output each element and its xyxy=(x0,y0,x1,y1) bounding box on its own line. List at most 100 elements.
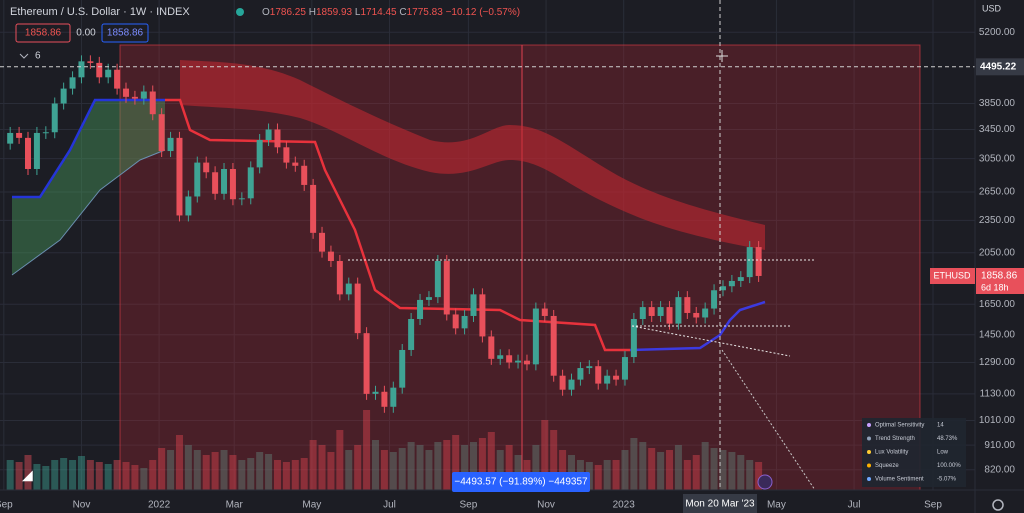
y-tick-label: 3850.00 xyxy=(979,98,1016,109)
settings-icon[interactable] xyxy=(992,499,1004,511)
volume-bar xyxy=(443,440,451,490)
last-price-tag xyxy=(976,268,1024,294)
volume-bar xyxy=(532,445,540,490)
candle-body xyxy=(327,251,334,262)
candle-body xyxy=(176,137,183,216)
x-tick-label: 2022 xyxy=(148,500,171,511)
info-label: Volume Sentiment xyxy=(875,477,924,483)
volume-bar xyxy=(469,442,477,490)
candle-body xyxy=(42,132,49,134)
candle-body xyxy=(506,355,513,363)
candle-body xyxy=(247,167,254,199)
volume-bar xyxy=(541,420,549,490)
x-tick-label: Nov xyxy=(537,500,555,511)
candle-body xyxy=(532,308,539,365)
ohlc-value: 1714.45 xyxy=(360,7,397,18)
candle-body xyxy=(399,349,406,388)
volume-bar xyxy=(6,460,14,490)
candle-body xyxy=(212,172,219,194)
trend-line-bull xyxy=(629,300,766,352)
candle-body xyxy=(452,314,459,329)
y-tick-label: 1650.00 xyxy=(979,299,1016,310)
candle-body xyxy=(292,162,299,166)
volume-bar xyxy=(639,442,647,490)
candle-body xyxy=(221,168,228,194)
volume-bar xyxy=(505,445,513,490)
candle-body xyxy=(523,360,530,365)
candle-body xyxy=(185,196,192,216)
volume-bar xyxy=(247,458,255,490)
candle-body xyxy=(274,129,281,148)
candle-body xyxy=(666,307,673,324)
y-tick-label: 1290.00 xyxy=(979,357,1016,368)
candle-body xyxy=(621,357,628,380)
trend-line-bull xyxy=(12,98,165,199)
y-tick-label: 3050.00 xyxy=(979,153,1016,164)
volume-bar xyxy=(354,445,362,490)
candle-body xyxy=(488,336,495,359)
volume-bar xyxy=(69,460,77,490)
candle-body xyxy=(345,283,352,295)
candle-body xyxy=(613,375,620,380)
candle-body xyxy=(256,140,263,168)
volume-bar xyxy=(220,450,228,490)
candle-body xyxy=(693,312,700,318)
volume-bar xyxy=(710,448,718,490)
candle-body xyxy=(51,103,58,133)
currency[interactable]: USD xyxy=(982,3,1002,13)
volume-bar xyxy=(648,448,656,490)
info-panel-bg xyxy=(862,418,966,487)
measure-area xyxy=(119,44,921,491)
candle-body xyxy=(96,62,103,78)
candle-body xyxy=(515,360,522,363)
candle-body xyxy=(7,132,14,144)
candle-body xyxy=(425,297,432,300)
candle-body xyxy=(568,379,575,390)
candle-body xyxy=(149,91,156,115)
volume-bar xyxy=(692,455,700,490)
ohlc: O1786.25 H1859.93 L1714.45 C1775.83 −10.… xyxy=(262,7,520,18)
candle-body xyxy=(131,96,138,99)
y-tick-label: 2350.00 xyxy=(979,215,1016,226)
ohlc-label: O xyxy=(262,7,270,18)
indicator-value: 1858.86 xyxy=(25,28,62,39)
candle-body xyxy=(87,61,94,63)
candle-body xyxy=(310,184,317,233)
candle-body xyxy=(470,294,477,316)
volume-bar xyxy=(345,450,353,490)
volume-bar xyxy=(122,462,130,490)
volume-bar xyxy=(380,450,388,490)
candle-body xyxy=(541,308,548,316)
volume-bar xyxy=(51,460,59,490)
volume-bar xyxy=(104,464,112,490)
replay-icon[interactable] xyxy=(757,474,773,490)
y-tick-label: 5200.00 xyxy=(979,27,1016,38)
candle-body xyxy=(559,375,566,390)
volume-bar xyxy=(657,452,665,490)
upper-band xyxy=(180,60,765,250)
candle-body xyxy=(16,132,23,138)
candle-body xyxy=(140,91,147,99)
candle-body xyxy=(381,391,388,407)
x-tick-label: Jul xyxy=(848,500,861,511)
indicator-box[interactable] xyxy=(15,23,71,43)
volume-bar xyxy=(202,455,210,490)
candle-body xyxy=(203,162,210,173)
volume-bar xyxy=(496,450,504,490)
candle-body xyxy=(229,168,236,200)
info-value: 100.00% xyxy=(937,463,961,469)
volume-bar xyxy=(158,448,166,490)
candle-body xyxy=(336,261,343,295)
indicator-box[interactable] xyxy=(101,23,149,43)
ohlc-label: L xyxy=(355,7,361,18)
collapse-icon[interactable] xyxy=(19,53,29,59)
trend-projection xyxy=(631,325,791,357)
volume-bar xyxy=(603,460,611,490)
candle-body xyxy=(33,132,40,169)
candle-body xyxy=(657,307,664,316)
candle-body xyxy=(702,308,709,318)
ohlc-value: 1786.25 xyxy=(270,7,307,18)
